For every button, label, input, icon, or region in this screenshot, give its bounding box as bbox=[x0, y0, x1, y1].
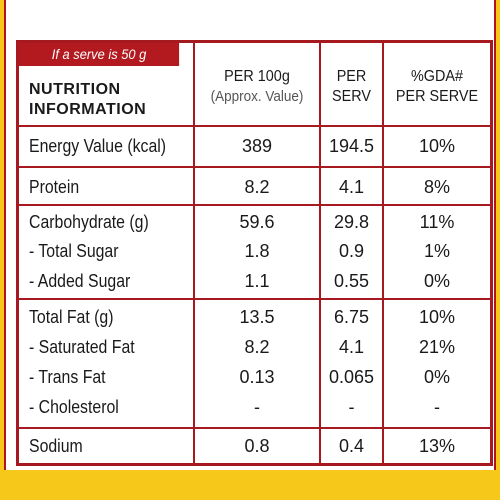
column-divider-3 bbox=[382, 43, 384, 463]
row-gda-total-fat: 10% bbox=[418, 307, 456, 327]
serve-size-banner: If a serve is 50 g bbox=[19, 43, 180, 66]
row-label-trans-fat: - Trans Fat bbox=[29, 367, 106, 387]
row-label-carbohydrate: Carbohydrate (g) bbox=[29, 212, 149, 232]
row-serv-carbohydrate: 29.8 bbox=[333, 212, 370, 232]
row-divider-fat bbox=[19, 427, 490, 429]
row-serv-energy: 194.5 bbox=[328, 136, 375, 156]
row-divider-protein bbox=[19, 204, 490, 206]
row-gda-total-sugar: 1% bbox=[423, 241, 450, 261]
row-gda-carbohydrate: 11% bbox=[419, 212, 455, 232]
nutrition-table: If a serve is 50 g NUTRITION INFORMATION… bbox=[16, 40, 493, 466]
header-per-serv-line1: PER bbox=[336, 68, 367, 85]
row-divider-energy bbox=[19, 166, 490, 168]
table-title-line2: INFORMATION bbox=[29, 101, 147, 118]
row-gda-cholesterol: - bbox=[434, 397, 440, 417]
header-gda-line1: %GDA# bbox=[410, 68, 464, 85]
row-per100-total-fat: 13.5 bbox=[239, 307, 275, 327]
row-gda-sodium: 13% bbox=[418, 436, 456, 456]
header-per-serv: PER SERV bbox=[324, 67, 379, 107]
column-divider-2 bbox=[319, 43, 321, 463]
row-label-sodium: Sodium bbox=[29, 436, 83, 456]
column-divider-1 bbox=[193, 43, 195, 463]
row-serv-trans-fat: 0.065 bbox=[328, 367, 375, 387]
row-gda-energy: 10% bbox=[418, 136, 456, 156]
row-label-saturated-fat: - Saturated Fat bbox=[29, 337, 135, 357]
table-title: NUTRITION INFORMATION bbox=[29, 80, 146, 120]
row-divider-carbohydrate bbox=[19, 298, 490, 300]
row-divider-header bbox=[19, 125, 490, 127]
row-label-protein: Protein bbox=[29, 177, 80, 197]
header-gda: %GDA# PER SERVE bbox=[389, 67, 484, 107]
row-label-added-sugar: - Added Sugar bbox=[29, 271, 131, 291]
header-per-100g-line1: PER 100g bbox=[224, 68, 290, 85]
header-per-serv-line2: SERV bbox=[332, 88, 371, 105]
row-gda-saturated-fat: 21% bbox=[418, 337, 456, 357]
row-serv-total-sugar: 0.9 bbox=[338, 241, 365, 261]
row-label-cholesterol: - Cholesterol bbox=[29, 397, 119, 417]
row-per100-cholesterol: - bbox=[254, 397, 260, 417]
row-per100-trans-fat: 0.13 bbox=[239, 367, 275, 387]
table-title-line1: NUTRITION bbox=[29, 81, 121, 98]
header-per-100g: PER 100g (Approx. Value) bbox=[201, 67, 313, 107]
row-per100-added-sugar: 1.1 bbox=[244, 271, 270, 291]
header-gda-line2: PER SERVE bbox=[395, 88, 479, 105]
row-gda-added-sugar: 0% bbox=[423, 271, 450, 291]
row-gda-trans-fat: 0% bbox=[423, 367, 450, 387]
row-serv-sodium: 0.4 bbox=[338, 436, 365, 456]
row-serv-saturated-fat: 4.1 bbox=[338, 337, 365, 357]
row-per100-energy: 389 bbox=[241, 136, 273, 156]
row-label-total-sugar: - Total Sugar bbox=[29, 241, 119, 261]
row-per100-carbohydrate: 59.6 bbox=[239, 212, 275, 232]
row-serv-added-sugar: 0.55 bbox=[333, 271, 370, 291]
header-per-100g-line2: (Approx. Value) bbox=[210, 88, 304, 105]
row-serv-protein: 4.1 bbox=[338, 177, 365, 197]
row-serv-total-fat: 6.75 bbox=[333, 307, 370, 327]
row-serv-cholesterol: - bbox=[348, 397, 355, 417]
row-per100-saturated-fat: 8.2 bbox=[244, 337, 270, 357]
row-gda-protein: 8% bbox=[423, 177, 450, 197]
nutrition-panel: If a serve is 50 g NUTRITION INFORMATION… bbox=[4, 0, 496, 470]
row-per100-protein: 8.2 bbox=[244, 177, 270, 197]
row-per100-sodium: 0.8 bbox=[244, 436, 270, 456]
row-label-energy: Energy Value (kcal) bbox=[29, 136, 167, 156]
row-per100-total-sugar: 1.8 bbox=[244, 241, 270, 261]
row-label-total-fat: Total Fat (g) bbox=[29, 307, 114, 327]
